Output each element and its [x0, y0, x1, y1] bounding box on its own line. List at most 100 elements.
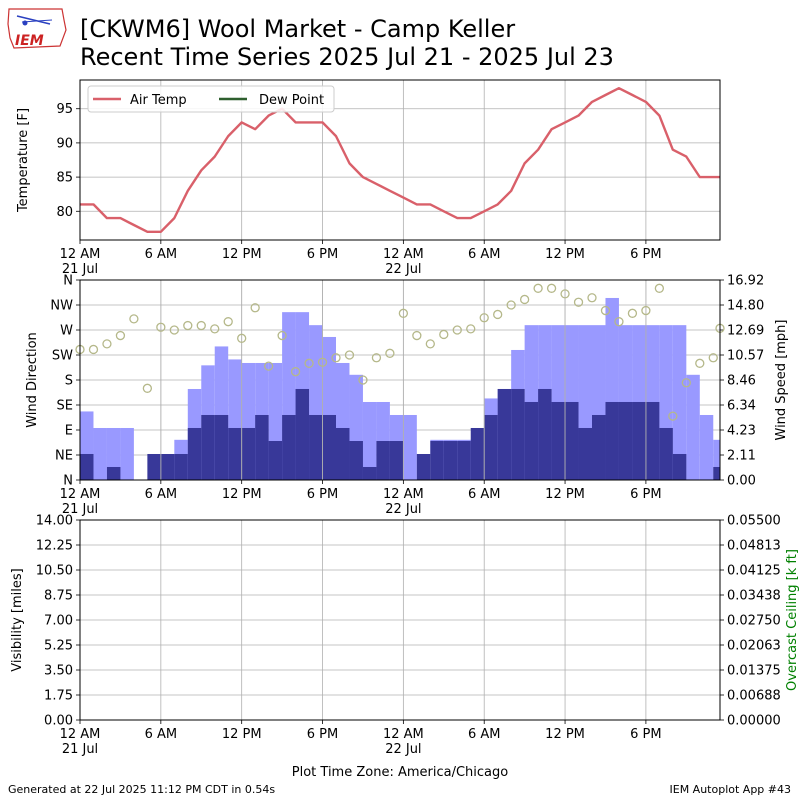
wind-direction-point	[277, 330, 287, 341]
wind-direction-point	[695, 358, 705, 368]
x-tick-label: 12 PM	[545, 487, 585, 502]
wind-direction-point	[115, 330, 126, 341]
wind-speed-bar	[309, 414, 323, 480]
direction-tick-label: NE	[55, 449, 73, 464]
wind-direction-point	[573, 297, 584, 307]
speed-tick-label: 12.69	[727, 324, 764, 339]
wind-direction-point	[614, 317, 624, 327]
logo-dot	[22, 20, 28, 26]
y-axis-label: Wind Direction	[25, 332, 40, 428]
x-tick-sublabel: 21 Jul	[62, 262, 98, 277]
wind-speed-bar	[524, 401, 539, 480]
wind-direction-point	[479, 313, 489, 323]
wind-speed-bar	[713, 466, 720, 480]
wind-direction-point	[250, 303, 260, 313]
wind-direction-point	[546, 283, 557, 293]
x-tick-label: 12 PM	[222, 727, 262, 742]
wind-gust-bar	[699, 414, 714, 480]
y2-tick-label: 0.03438	[727, 589, 781, 604]
y2-tick-label: 0.00000	[727, 714, 781, 729]
x-tick-label: 6 AM	[468, 247, 501, 262]
wind-direction-point	[290, 367, 301, 377]
y-tick-label: 90	[56, 136, 73, 151]
x-tick-label: 12 AM	[60, 727, 101, 742]
logo-text: IEM	[15, 33, 44, 49]
x-axis-label: Plot Time Zone: America/Chicago	[292, 765, 508, 780]
wind-speed-bar	[659, 427, 673, 480]
wind-direction-point	[237, 333, 247, 343]
direction-tick-label: N	[63, 474, 73, 489]
speed-tick-label: 8.46	[727, 374, 756, 389]
direction-tick-label: S	[65, 374, 73, 389]
y-tick-label: 12.25	[36, 539, 73, 554]
iowa-state-outline	[7, 8, 67, 49]
x-tick-sublabel: 22 Jul	[385, 262, 421, 277]
x-tick-label: 6 PM	[307, 247, 338, 262]
wind-gust-bar	[403, 414, 417, 480]
speed-tick-label: 4.23	[727, 424, 756, 439]
y2-tick-label: 0.02063	[727, 639, 781, 654]
wind-speed-bar	[160, 453, 175, 480]
wind-direction-point	[385, 348, 395, 358]
x-tick-label: 6 AM	[145, 247, 178, 262]
y-tick-label: 3.50	[44, 664, 73, 679]
legend: Air Temp Dew Point	[87, 85, 335, 113]
wind-direction-point	[681, 378, 691, 388]
x-tick-label: 6 AM	[468, 487, 501, 502]
wind-direction-point	[627, 308, 638, 318]
wind-direction-point	[223, 317, 233, 327]
wind-gust-bar	[713, 439, 720, 480]
direction-tick-label: SW	[52, 349, 73, 364]
speed-tick-label: 16.92	[727, 274, 764, 289]
wind-direction-point	[708, 353, 718, 363]
wind-panel: N NE E SE S SW W NW N 0.00 2.11 4.23 6.34 8.46 10.57 12…	[25, 274, 789, 518]
wind-direction-point	[560, 289, 570, 299]
direction-tick-label: NW	[50, 299, 73, 314]
x-tick-label: 12 AM	[60, 487, 101, 502]
wind-speed-bar	[389, 440, 404, 480]
wind-speed-bar	[578, 427, 592, 480]
y-tick-label: 80	[56, 205, 73, 220]
legend-label-dew-point: Dew Point	[259, 93, 324, 108]
y-tick-label: 14.00	[36, 514, 73, 529]
x-tick-label: 12 AM	[383, 727, 424, 742]
x-tick-label: 6 AM	[468, 727, 501, 742]
y2-tick-label: 0.05500	[727, 514, 781, 529]
y2-tick-label: 0.04125	[727, 564, 781, 579]
wind-speed-bar	[362, 466, 377, 480]
wind-direction-point	[358, 375, 368, 385]
x-tick-label: 6 PM	[307, 727, 338, 742]
y-tick-label: 0.00	[44, 714, 73, 729]
x-tick-label: 6 PM	[307, 487, 338, 502]
wind-speed-bar	[497, 388, 512, 480]
wind-speed-bar	[645, 401, 660, 480]
x-tick-sublabel: 22 Jul	[385, 502, 421, 517]
x-tick-label: 6 AM	[145, 487, 178, 502]
y-tick-label: 7.00	[44, 614, 73, 629]
x-tick-sublabel: 21 Jul	[62, 742, 98, 757]
y-tick-label: 95	[56, 102, 73, 117]
wind-direction-point	[654, 283, 665, 293]
wind-direction-point	[263, 361, 274, 371]
direction-tick-label: E	[65, 424, 73, 439]
wind-speed-bar	[80, 453, 94, 480]
wind-speed-bar	[551, 401, 566, 480]
wind-direction-point	[600, 305, 611, 316]
legend-label-air-temp: Air Temp	[130, 93, 187, 108]
iem-logo: IEM	[7, 8, 67, 49]
wind-direction-point	[210, 324, 220, 334]
wind-speed-bar	[457, 440, 471, 480]
wind-speed-bar	[470, 427, 485, 480]
wind-speed-bar	[268, 440, 283, 480]
direction-tick-label: N	[63, 274, 73, 289]
wind-direction-point	[533, 283, 543, 293]
wind-direction-point	[196, 320, 206, 331]
y2-tick-label: 0.02750	[727, 614, 781, 629]
y-axis-label: Visibility [miles]	[10, 568, 25, 671]
wind-direction-point	[88, 344, 99, 355]
speed-tick-label: 10.57	[727, 349, 764, 364]
plot-frame	[79, 519, 721, 721]
wind-direction-point	[587, 293, 597, 303]
wind-gust-bar	[106, 427, 121, 480]
visibility-panel: 0.00 1.75 3.50 5.25 7.00 8.75 10.50 12.25 14.00 0…	[10, 514, 800, 781]
